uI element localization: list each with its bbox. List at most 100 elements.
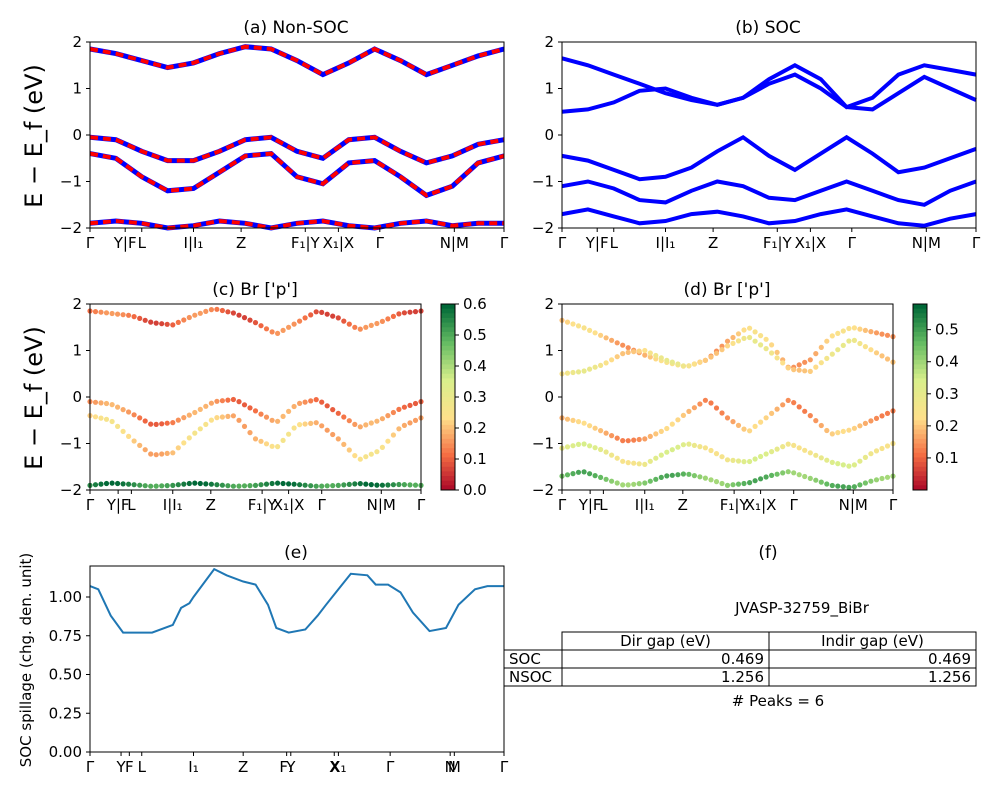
band-point — [401, 482, 407, 488]
band-point — [631, 349, 637, 355]
band-point — [785, 469, 791, 475]
band-point — [807, 450, 813, 456]
band-point — [752, 456, 758, 462]
band-point — [412, 309, 419, 315]
band-point — [412, 482, 419, 488]
band-point — [374, 449, 380, 455]
band-point — [818, 344, 824, 350]
band-point — [824, 338, 830, 344]
panel-e-plot: 1.000.750.500.250.00Γ Y F L I₁ Z F₁Y XX₁ Γ NM Γ — [49, 565, 509, 776]
band-point — [575, 323, 582, 329]
band-point — [818, 455, 824, 461]
colorbar-segment — [441, 443, 455, 449]
colorbar-segment — [913, 373, 927, 379]
x-tick-label: L — [599, 496, 608, 514]
band-point — [208, 417, 214, 423]
colorbar-segment — [441, 387, 455, 393]
x-tick-label: Y — [285, 758, 296, 776]
band-point — [92, 482, 99, 488]
panel-d-plot: 210−1−2Γ Y|FL I|I₁ Z F₁|YX₁|X Γ N|M Γ — [532, 295, 898, 514]
band-point — [702, 397, 709, 403]
panel-d-title: (d) Br ['p'] — [684, 280, 771, 300]
band-point — [374, 418, 380, 424]
panel-f-title: (f) — [758, 543, 777, 563]
band-point — [802, 447, 808, 453]
band-point — [829, 482, 835, 489]
band-point — [691, 442, 698, 448]
band-point — [846, 463, 852, 469]
band-point — [884, 332, 891, 338]
x-tick-label: Γ — [417, 496, 426, 514]
colorbar-segment — [913, 471, 927, 477]
band-point — [603, 449, 609, 455]
band-point — [879, 353, 885, 359]
band-point — [708, 354, 714, 360]
colorbar-segment — [441, 331, 455, 338]
band-point — [614, 340, 620, 346]
band-point — [620, 342, 626, 348]
x-tick-label: L — [127, 496, 136, 514]
colorbar-segment — [913, 424, 927, 431]
y-tick-label: 1 — [72, 342, 82, 360]
colorbar-segment — [441, 424, 455, 431]
band-point — [647, 458, 653, 464]
band-point — [752, 338, 758, 344]
band-point — [791, 367, 797, 373]
band-point — [197, 310, 203, 316]
band-point — [192, 480, 198, 486]
x-tick-label: Γ — [500, 234, 509, 252]
band-point — [175, 482, 181, 488]
band-point — [697, 401, 703, 407]
band-point — [818, 422, 824, 429]
band-point — [581, 469, 587, 475]
band-point — [862, 344, 869, 350]
band-point — [335, 436, 341, 442]
x-tick-label: Γ — [848, 234, 857, 252]
band-point — [175, 445, 181, 451]
x-tick-label: Γ — [86, 496, 95, 514]
band-point — [846, 338, 852, 344]
colorbar-segment — [913, 420, 927, 426]
panel-a-ylabel: E − E_f (eV) — [20, 64, 48, 208]
band-point — [785, 397, 791, 403]
band-point — [713, 479, 720, 485]
x-tick-label: F₁|Y — [291, 234, 321, 252]
band-point — [857, 482, 863, 488]
band-point — [219, 398, 225, 404]
gap-table: Dir gap (eV) Indir gap (eV) SOC 0.469 0.469 N… — [503, 631, 977, 687]
band-point — [291, 321, 297, 327]
band-point — [390, 432, 396, 438]
band-point — [412, 400, 419, 407]
band-point — [675, 444, 681, 450]
band-point — [137, 482, 143, 488]
colorbar-segment — [913, 355, 927, 361]
band-point — [763, 415, 769, 421]
band-point — [658, 355, 664, 361]
band-point — [170, 450, 176, 456]
band-point — [186, 480, 192, 487]
band-point — [148, 451, 154, 457]
table-cell: 0.469 — [721, 650, 764, 668]
band-point — [824, 427, 830, 434]
band-point — [835, 430, 841, 436]
band-point — [719, 410, 725, 416]
colorbar-tick-label: 0.2 — [463, 419, 487, 437]
band-point — [824, 355, 830, 361]
band-point — [341, 482, 347, 488]
band-point — [564, 444, 571, 450]
band-point — [769, 472, 775, 478]
x-tick-label: Z — [236, 234, 246, 252]
colorbar-segment — [913, 480, 927, 486]
band-point — [357, 481, 363, 487]
table-row-label: NSOC — [509, 668, 552, 686]
colorbar-tick-label: 0.3 — [935, 385, 959, 403]
y-tick-label: 2 — [544, 295, 554, 313]
band-point — [763, 451, 769, 457]
band-point — [269, 417, 275, 423]
band-point — [780, 402, 786, 408]
band-point — [214, 398, 220, 404]
band-point — [851, 325, 858, 331]
band-point — [225, 309, 231, 315]
colorbar-segment — [913, 392, 927, 398]
table-header-cell: Indir gap (eV) — [821, 632, 924, 650]
